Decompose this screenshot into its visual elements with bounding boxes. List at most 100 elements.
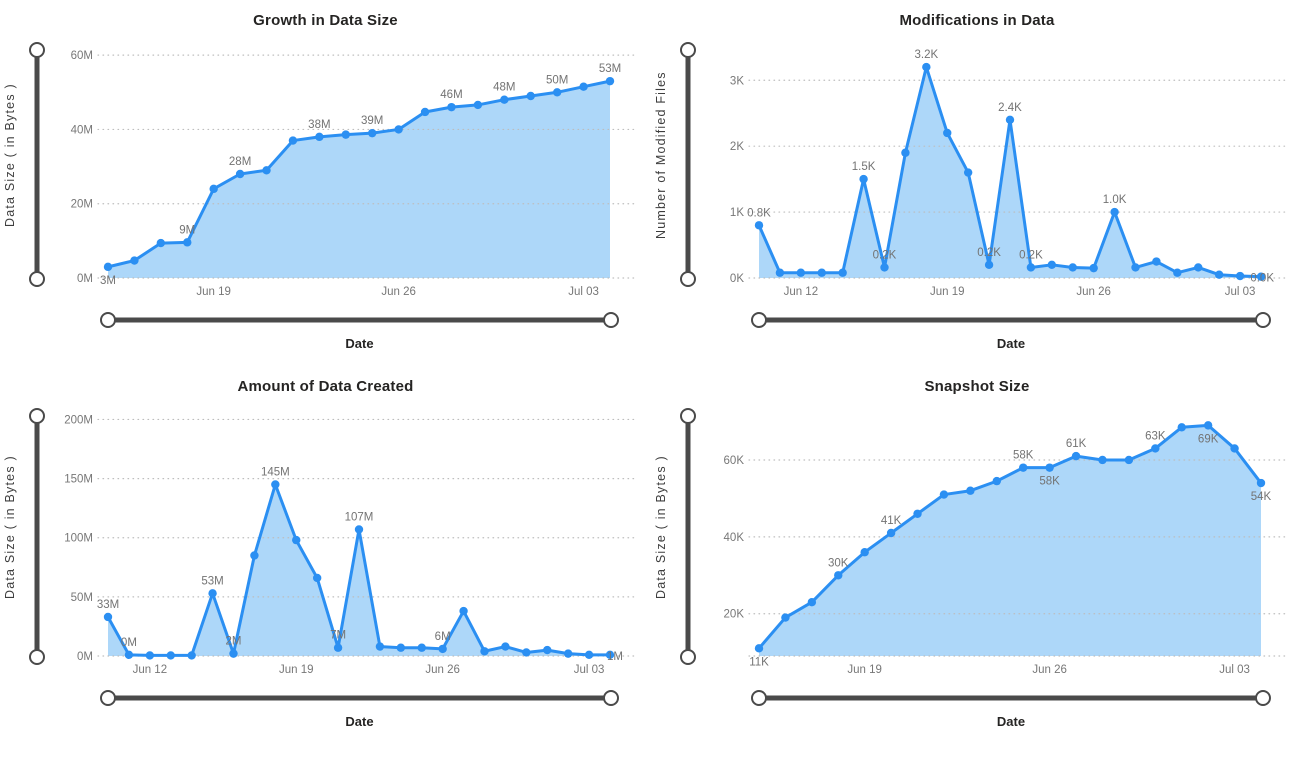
slider-handle-right[interactable] [603, 312, 619, 328]
svg-text:0K: 0K [730, 273, 744, 285]
svg-text:150M: 150M [64, 474, 93, 486]
slider-handle-right[interactable] [1255, 312, 1271, 328]
svg-text:0M: 0M [121, 637, 137, 649]
chart-title: Amount of Data Created [237, 378, 414, 395]
slider-handle-bottom[interactable] [29, 649, 45, 665]
svg-text:3M: 3M [100, 275, 116, 287]
y-zoom-slider[interactable] [20, 32, 54, 304]
plot-snapshot-size[interactable]: 20K 40K 60K Jun 19 Jun 26 Jul 03 11K 30K 41K 58K 5… [705, 398, 1289, 682]
svg-text:0.2K: 0.2K [977, 247, 1001, 259]
y-zoom-slider[interactable] [671, 398, 705, 682]
x-axis-title: Date [345, 336, 374, 351]
svg-text:Jun 26: Jun 26 [1032, 664, 1067, 676]
x-axis-title: Date [996, 714, 1026, 729]
svg-text:Jul 03: Jul 03 [1219, 664, 1250, 676]
slider-handle-right[interactable] [603, 690, 619, 706]
svg-text:1M: 1M [607, 651, 623, 663]
slider-handle-bottom[interactable] [680, 649, 696, 665]
svg-text:145M: 145M [261, 467, 290, 479]
slider-track[interactable] [108, 695, 611, 701]
svg-text:Jul 03: Jul 03 [568, 286, 599, 298]
svg-text:3.2K: 3.2K [914, 49, 938, 61]
svg-text:1K: 1K [730, 207, 744, 219]
chart-card-amount-of-data-created: Amount of Data Created Data Size ( in By… [0, 366, 651, 760]
svg-text:200M: 200M [64, 414, 93, 426]
slider-track[interactable] [759, 317, 1263, 323]
chart-card-snapshot-size: Snapshot Size Data Size ( in Bytes ) 20K… [651, 366, 1303, 760]
svg-text:Jun 12: Jun 12 [784, 286, 819, 298]
slider-handle-left[interactable] [100, 312, 116, 328]
slider-track[interactable] [685, 416, 691, 657]
svg-text:Jun 26: Jun 26 [381, 286, 416, 298]
svg-text:60K: 60K [724, 455, 745, 467]
plot-amount-of-data-created[interactable]: 0M 50M 100M 150M 200M Jun 12 Jun 19 Jun 26 Jul 0… [54, 398, 638, 682]
svg-text:0.8K: 0.8K [747, 207, 771, 219]
svg-text:39M: 39M [361, 115, 383, 127]
x-zoom-slider[interactable] [751, 307, 1271, 333]
plot-modifications-in-data[interactable]: 0K 1K 2K 3K Jun 12 Jun 19 Jun 26 Jul 03 0.8K 1.5K… [705, 32, 1289, 304]
svg-text:53M: 53M [201, 575, 223, 587]
slider-handle-left[interactable] [100, 690, 116, 706]
chart-title: Snapshot Size [924, 378, 1030, 395]
slider-track[interactable] [685, 50, 691, 279]
slider-track[interactable] [34, 416, 40, 657]
slider-handle-top[interactable] [680, 42, 696, 58]
svg-text:1.5K: 1.5K [852, 161, 876, 173]
svg-text:30K: 30K [828, 557, 849, 569]
y-axis-title: Data Size ( in Bytes ) [3, 455, 17, 599]
slider-handle-right[interactable] [1255, 690, 1271, 706]
svg-text:48M: 48M [493, 82, 515, 94]
chart-title: Growth in Data Size [253, 12, 398, 29]
slider-handle-top[interactable] [29, 42, 45, 58]
svg-text:2K: 2K [730, 141, 744, 153]
slider-handle-bottom[interactable] [29, 271, 45, 287]
svg-text:2M: 2M [226, 636, 242, 648]
y-zoom-slider[interactable] [671, 32, 705, 304]
chart-card-growth-in-data-size: Growth in Data Size Data Size ( in Bytes… [0, 0, 651, 366]
svg-text:69K: 69K [1198, 433, 1219, 445]
slider-track[interactable] [759, 695, 1263, 701]
svg-text:33M: 33M [97, 599, 119, 611]
svg-text:40M: 40M [71, 124, 93, 136]
svg-text:54K: 54K [1251, 491, 1272, 503]
y-zoom-slider[interactable] [20, 398, 54, 682]
svg-text:107M: 107M [345, 511, 374, 523]
slider-track[interactable] [108, 317, 611, 323]
x-zoom-slider[interactable] [751, 685, 1271, 711]
svg-text:1.0K: 1.0K [1103, 194, 1127, 206]
svg-text:3K: 3K [730, 75, 744, 87]
slider-track[interactable] [34, 50, 40, 279]
slider-handle-bottom[interactable] [680, 271, 696, 287]
svg-text:63K: 63K [1145, 430, 1166, 442]
slider-handle-left[interactable] [751, 690, 767, 706]
svg-text:Jul 03: Jul 03 [1225, 286, 1256, 298]
svg-text:58K: 58K [1013, 450, 1034, 462]
svg-text:Jun 19: Jun 19 [847, 664, 882, 676]
svg-text:28M: 28M [229, 156, 251, 168]
svg-text:Jun 19: Jun 19 [196, 286, 231, 298]
slider-handle-top[interactable] [680, 408, 696, 424]
svg-text:41K: 41K [881, 515, 902, 527]
svg-text:0M: 0M [77, 651, 93, 663]
svg-text:20K: 20K [724, 609, 745, 621]
x-zoom-slider[interactable] [100, 307, 619, 333]
svg-text:0.2K: 0.2K [1019, 249, 1043, 261]
svg-text:9M: 9M [179, 224, 195, 236]
svg-text:46M: 46M [440, 89, 462, 101]
svg-text:Jun 12: Jun 12 [133, 664, 168, 676]
svg-text:20M: 20M [71, 199, 93, 211]
y-axis-title: Data Size ( in Bytes ) [654, 455, 668, 599]
slider-handle-left[interactable] [751, 312, 767, 328]
x-zoom-slider[interactable] [100, 685, 619, 711]
chart-title: Modifications in Data [899, 12, 1055, 29]
plot-growth-in-data-size[interactable]: 0M 20M 40M 60M Jun 19 Jun 26 Jul 03 3M 9M 28M 38M 3… [54, 32, 638, 304]
slider-handle-top[interactable] [29, 408, 45, 424]
y-axis-title: Data Size ( in Bytes ) [3, 83, 17, 227]
svg-text:2.4K: 2.4K [998, 102, 1022, 114]
x-axis-title: Date [345, 714, 374, 729]
svg-text:61K: 61K [1066, 438, 1087, 450]
svg-text:58K: 58K [1039, 476, 1060, 488]
svg-text:0.2K: 0.2K [873, 249, 897, 261]
y-axis-title: Number of Modified Files [654, 71, 668, 239]
